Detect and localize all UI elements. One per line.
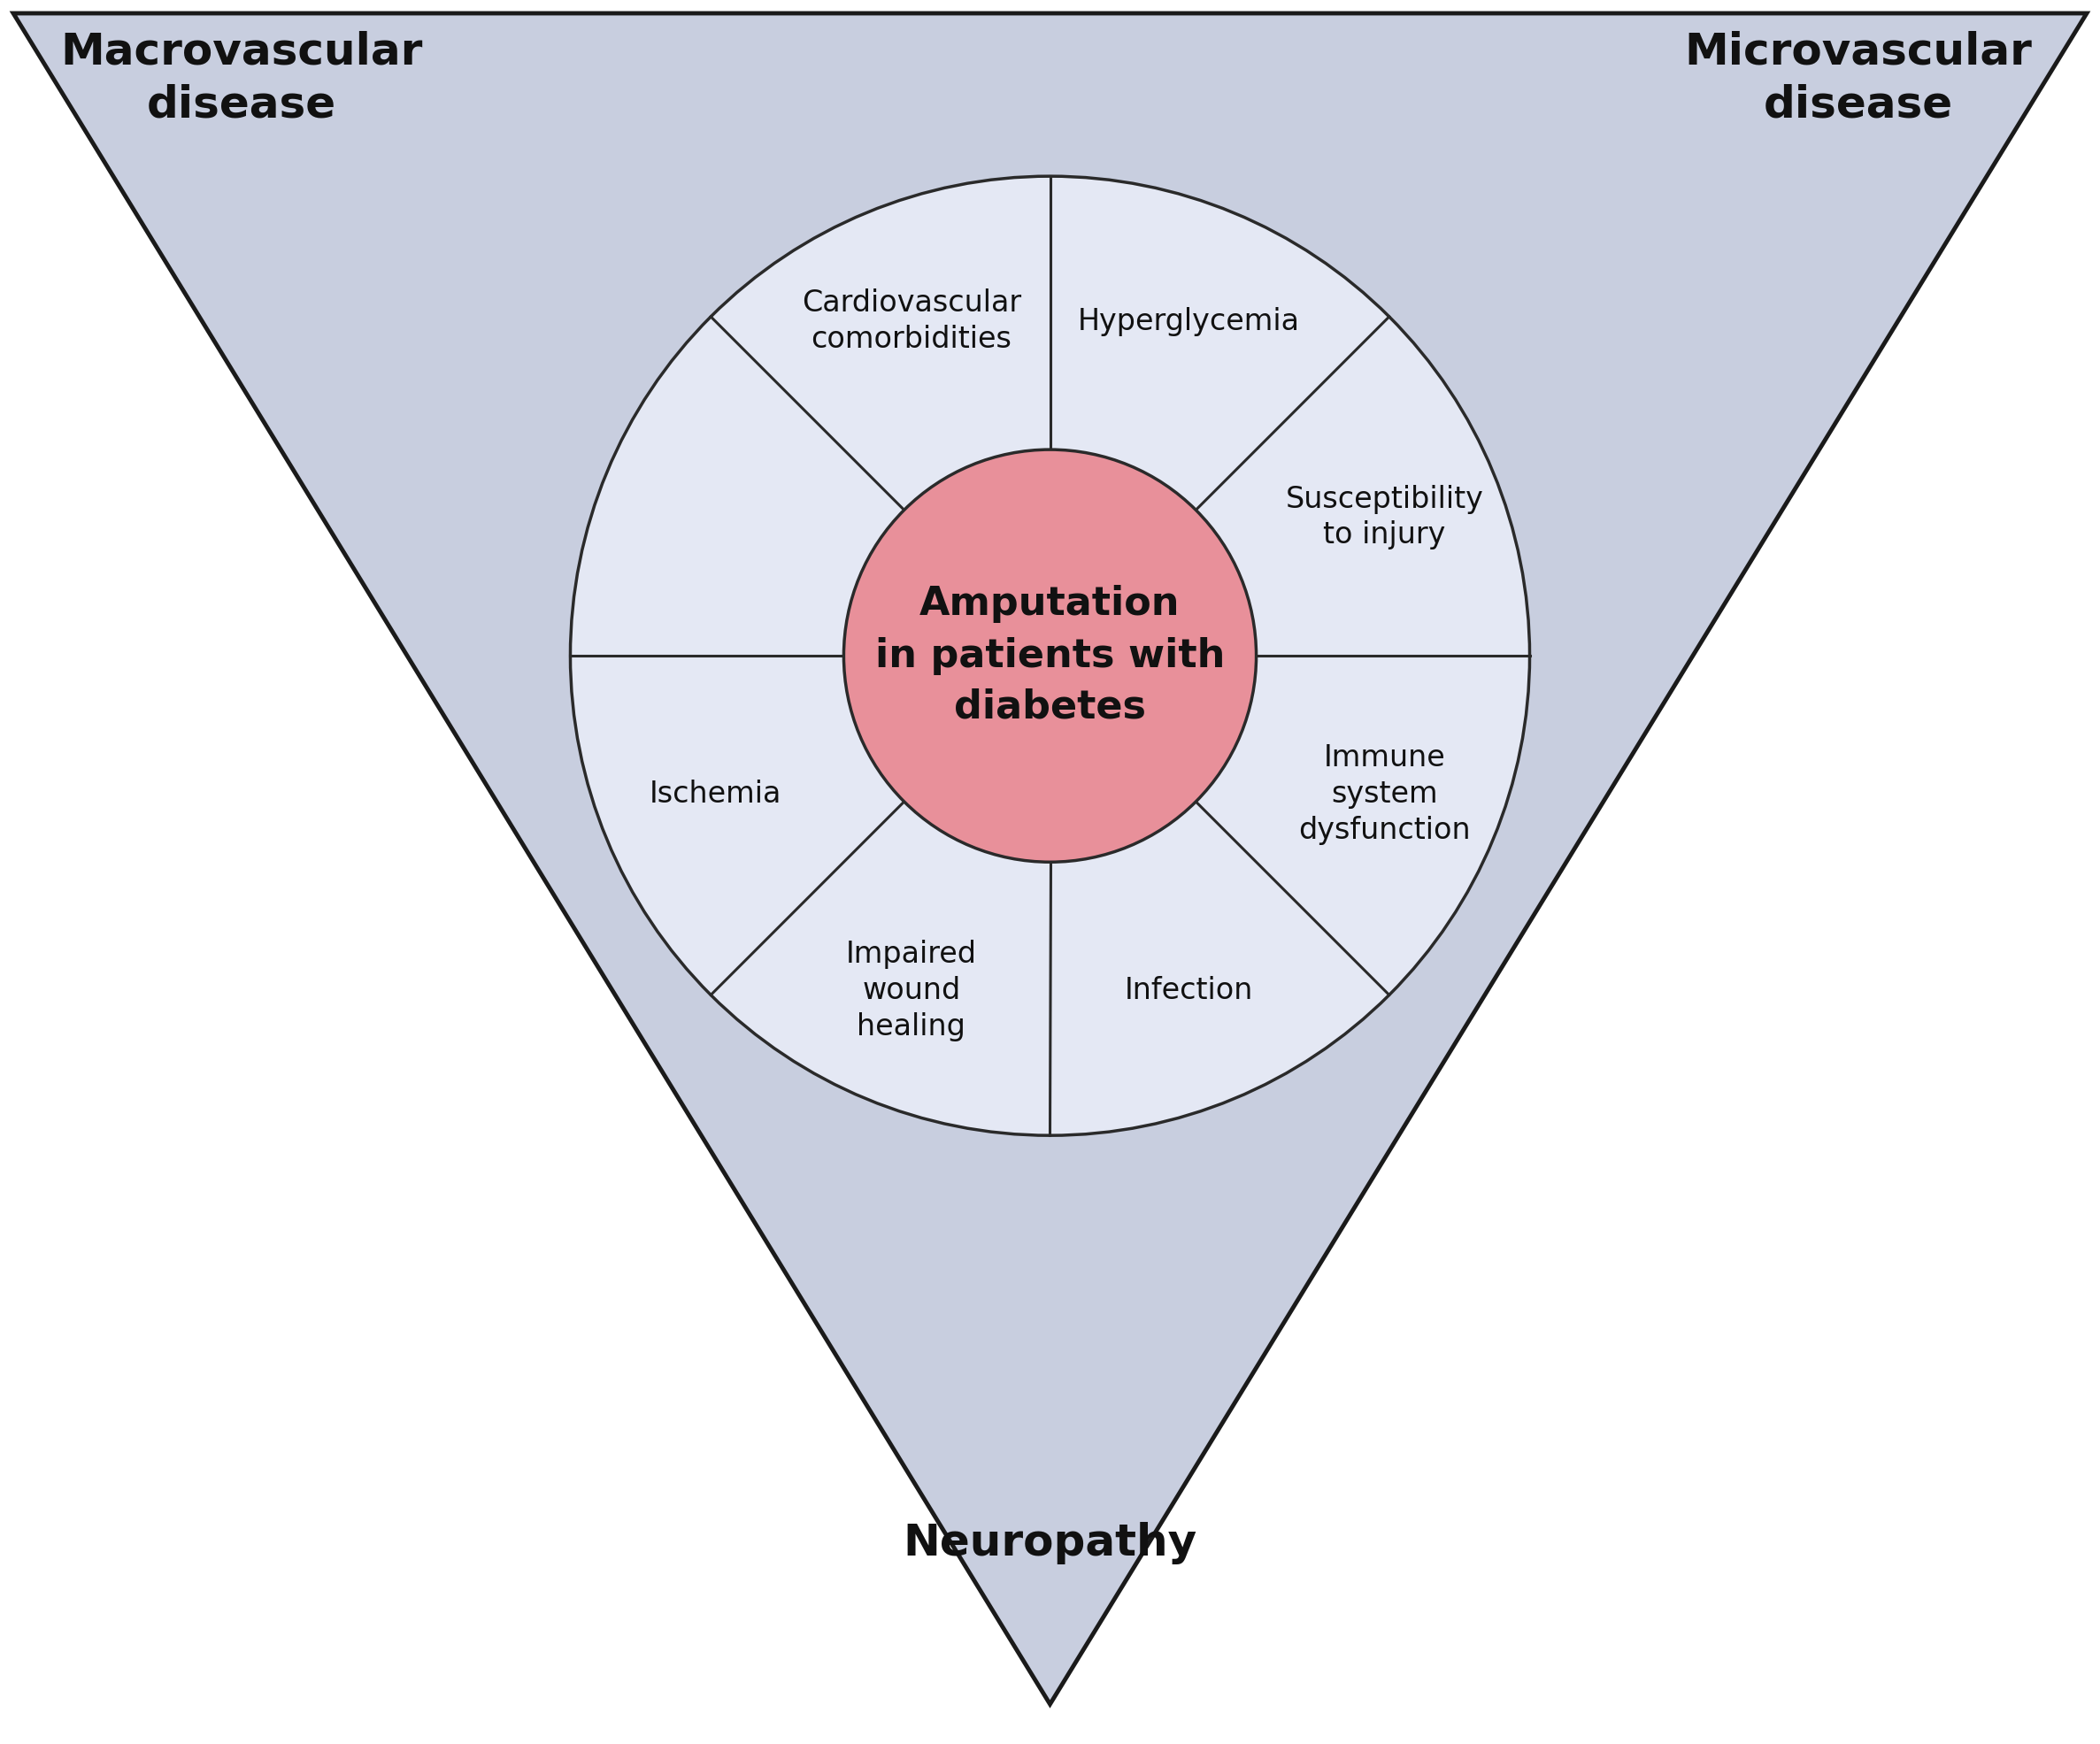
Text: Susceptibility
to injury: Susceptibility to injury (1285, 485, 1483, 549)
Text: Impaired
wound
healing: Impaired wound healing (846, 940, 977, 1041)
Text: Amputation
in patients with
diabetes: Amputation in patients with diabetes (876, 586, 1224, 727)
Text: Hyperglycemia: Hyperglycemia (1077, 307, 1300, 337)
Polygon shape (13, 14, 2087, 1704)
Text: Cardiovascular
comorbidities: Cardiovascular comorbidities (802, 290, 1021, 354)
Text: Immune
system
dysfunction: Immune system dysfunction (1298, 743, 1470, 846)
Text: Neuropathy: Neuropathy (903, 1523, 1197, 1564)
Circle shape (844, 450, 1256, 862)
Text: Infection: Infection (1124, 975, 1254, 1005)
Text: Ischemia: Ischemia (649, 780, 781, 809)
Text: Microvascular
disease: Microvascular disease (1684, 31, 2033, 126)
Text: Macrovascular
disease: Macrovascular disease (61, 31, 422, 126)
Circle shape (571, 176, 1529, 1135)
